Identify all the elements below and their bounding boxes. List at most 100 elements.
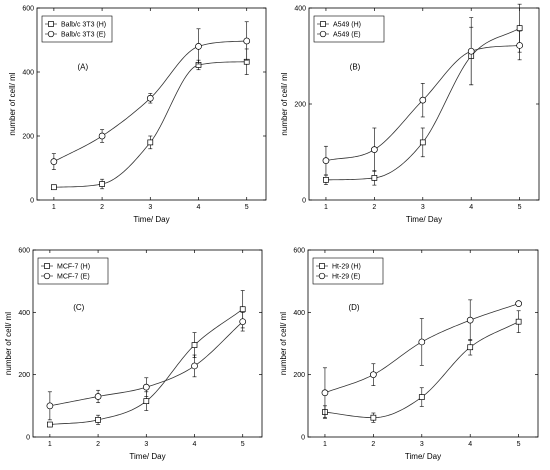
legend-label: A549 (H) bbox=[333, 22, 361, 29]
data-point-circle bbox=[46, 402, 54, 410]
legend-marker-square bbox=[48, 21, 54, 27]
chart-panel-3: 1 2 3 4 5 0 200 400 600 Time/ Day number of cell/ … bbox=[4, 248, 263, 461]
x-tick-label: 1 bbox=[48, 441, 52, 448]
x-tick-label: 5 bbox=[245, 204, 249, 211]
data-point-circle bbox=[322, 157, 330, 164]
x-tick-label: 5 bbox=[518, 204, 522, 211]
y-tick-label: 600 bbox=[18, 248, 30, 255]
data-point-circle bbox=[515, 300, 522, 307]
x-tick-label: 2 bbox=[371, 441, 375, 448]
legend-label: MCF-7 (H) bbox=[57, 264, 90, 271]
y-tick-label: 200 bbox=[22, 134, 34, 141]
legend-label: Ht-29 (H) bbox=[332, 264, 361, 271]
data-point-square bbox=[95, 417, 101, 423]
panel-label: (A) bbox=[77, 62, 88, 71]
data-point-circle bbox=[98, 132, 106, 140]
y-tick-label: 200 bbox=[18, 372, 30, 379]
y-axis-title: number of cell/ ml bbox=[280, 72, 289, 135]
x-axis-title: Time/ Day bbox=[133, 215, 169, 224]
data-point-square bbox=[147, 139, 154, 146]
data-point-circle bbox=[239, 318, 247, 326]
x-axis-title: Time/ Day bbox=[405, 452, 441, 461]
data-point-square bbox=[323, 176, 329, 183]
data-point-square bbox=[418, 394, 425, 400]
x-tick-label: 1 bbox=[324, 204, 328, 211]
data-point-circle bbox=[195, 43, 202, 50]
data-point-square bbox=[371, 175, 378, 181]
data-point-square bbox=[370, 414, 377, 421]
x-tick-label: 4 bbox=[193, 441, 197, 448]
panel-label: (C) bbox=[73, 303, 84, 312]
x-tick-label: 3 bbox=[421, 204, 425, 211]
legend-marker-square bbox=[44, 263, 50, 269]
series-line bbox=[53, 61, 247, 188]
legend-label: Ht-29 (E) bbox=[332, 274, 360, 281]
x-tick-label: 4 bbox=[197, 204, 201, 211]
data-point-circle bbox=[418, 338, 426, 346]
x-axis-title: Time/ Day bbox=[129, 452, 165, 461]
x-tick-label: 3 bbox=[144, 441, 148, 448]
data-point-square bbox=[99, 181, 105, 187]
data-point-circle bbox=[419, 96, 427, 104]
data-point-circle bbox=[142, 383, 150, 391]
y-axis-title: number of cell/ ml bbox=[279, 312, 288, 375]
data-point-square bbox=[467, 344, 474, 351]
y-tick-label: 600 bbox=[293, 248, 305, 255]
y-tick-label: 0 bbox=[30, 198, 34, 205]
legend-box bbox=[37, 257, 109, 285]
data-point-square bbox=[239, 306, 246, 313]
data-point-circle bbox=[467, 47, 475, 55]
x-axis-title: Time/ Day bbox=[406, 215, 442, 224]
y-tick-label: 400 bbox=[18, 310, 30, 317]
data-point-square bbox=[143, 398, 150, 405]
plot-frame bbox=[307, 249, 539, 438]
x-tick-label: 5 bbox=[517, 441, 521, 448]
legend-marker-square bbox=[320, 21, 326, 27]
data-point-circle bbox=[146, 94, 154, 102]
data-point-circle bbox=[94, 393, 102, 400]
y-tick-label: 0 bbox=[26, 435, 30, 442]
legend-marker-square bbox=[319, 263, 325, 269]
x-tick-label: 3 bbox=[420, 441, 424, 448]
data-point-circle bbox=[371, 146, 378, 153]
x-tick-label: 4 bbox=[469, 204, 473, 211]
legend-marker-circle bbox=[318, 272, 326, 280]
legend-box bbox=[312, 257, 384, 285]
y-tick-label: 0 bbox=[302, 198, 306, 205]
data-point-circle bbox=[321, 389, 329, 397]
y-tick-label: 400 bbox=[293, 310, 305, 317]
data-point-circle bbox=[466, 316, 474, 324]
x-tick-label: 2 bbox=[372, 204, 376, 211]
data-point-circle bbox=[516, 42, 523, 49]
legend-label: A549 (E) bbox=[333, 32, 361, 39]
legend-label: Balb/c 3T3 (H) bbox=[61, 22, 106, 29]
data-point-square bbox=[419, 139, 426, 146]
panel-label: (B) bbox=[350, 62, 361, 71]
chart-panel-1: 1 2 3 4 5 0 200 400 600 Time/ Day number of cell/ … bbox=[8, 6, 267, 224]
y-tick-label: 400 bbox=[294, 6, 306, 13]
plot-frame bbox=[36, 7, 267, 201]
legend-box bbox=[313, 15, 385, 43]
x-tick-label: 5 bbox=[241, 441, 245, 448]
y-axis-title: number of cell/ ml bbox=[4, 312, 13, 375]
x-tick-label: 1 bbox=[52, 204, 56, 211]
legend-label: MCF-7 (E) bbox=[57, 274, 90, 281]
legend-box bbox=[41, 15, 113, 43]
y-tick-label: 400 bbox=[22, 70, 34, 77]
x-tick-label: 1 bbox=[323, 441, 327, 448]
chart-panel-2: 1 2 3 4 5 0 200 400 Time/ Day number of cell/ ml (… bbox=[280, 3, 540, 224]
legend-label: Balb/c 3T3 (E) bbox=[61, 32, 106, 39]
x-tick-label: 4 bbox=[468, 441, 472, 448]
x-tick-label: 3 bbox=[148, 204, 152, 211]
data-point-circle bbox=[50, 158, 58, 165]
data-point-square bbox=[516, 25, 523, 32]
data-point-square bbox=[515, 318, 522, 325]
data-point-square bbox=[51, 184, 57, 191]
y-tick-label: 200 bbox=[293, 372, 305, 379]
y-tick-label: 200 bbox=[294, 102, 306, 109]
data-point-square bbox=[47, 421, 53, 428]
data-point-circle bbox=[370, 371, 377, 379]
data-point-circle bbox=[243, 37, 251, 45]
legend-marker-circle bbox=[47, 30, 55, 38]
